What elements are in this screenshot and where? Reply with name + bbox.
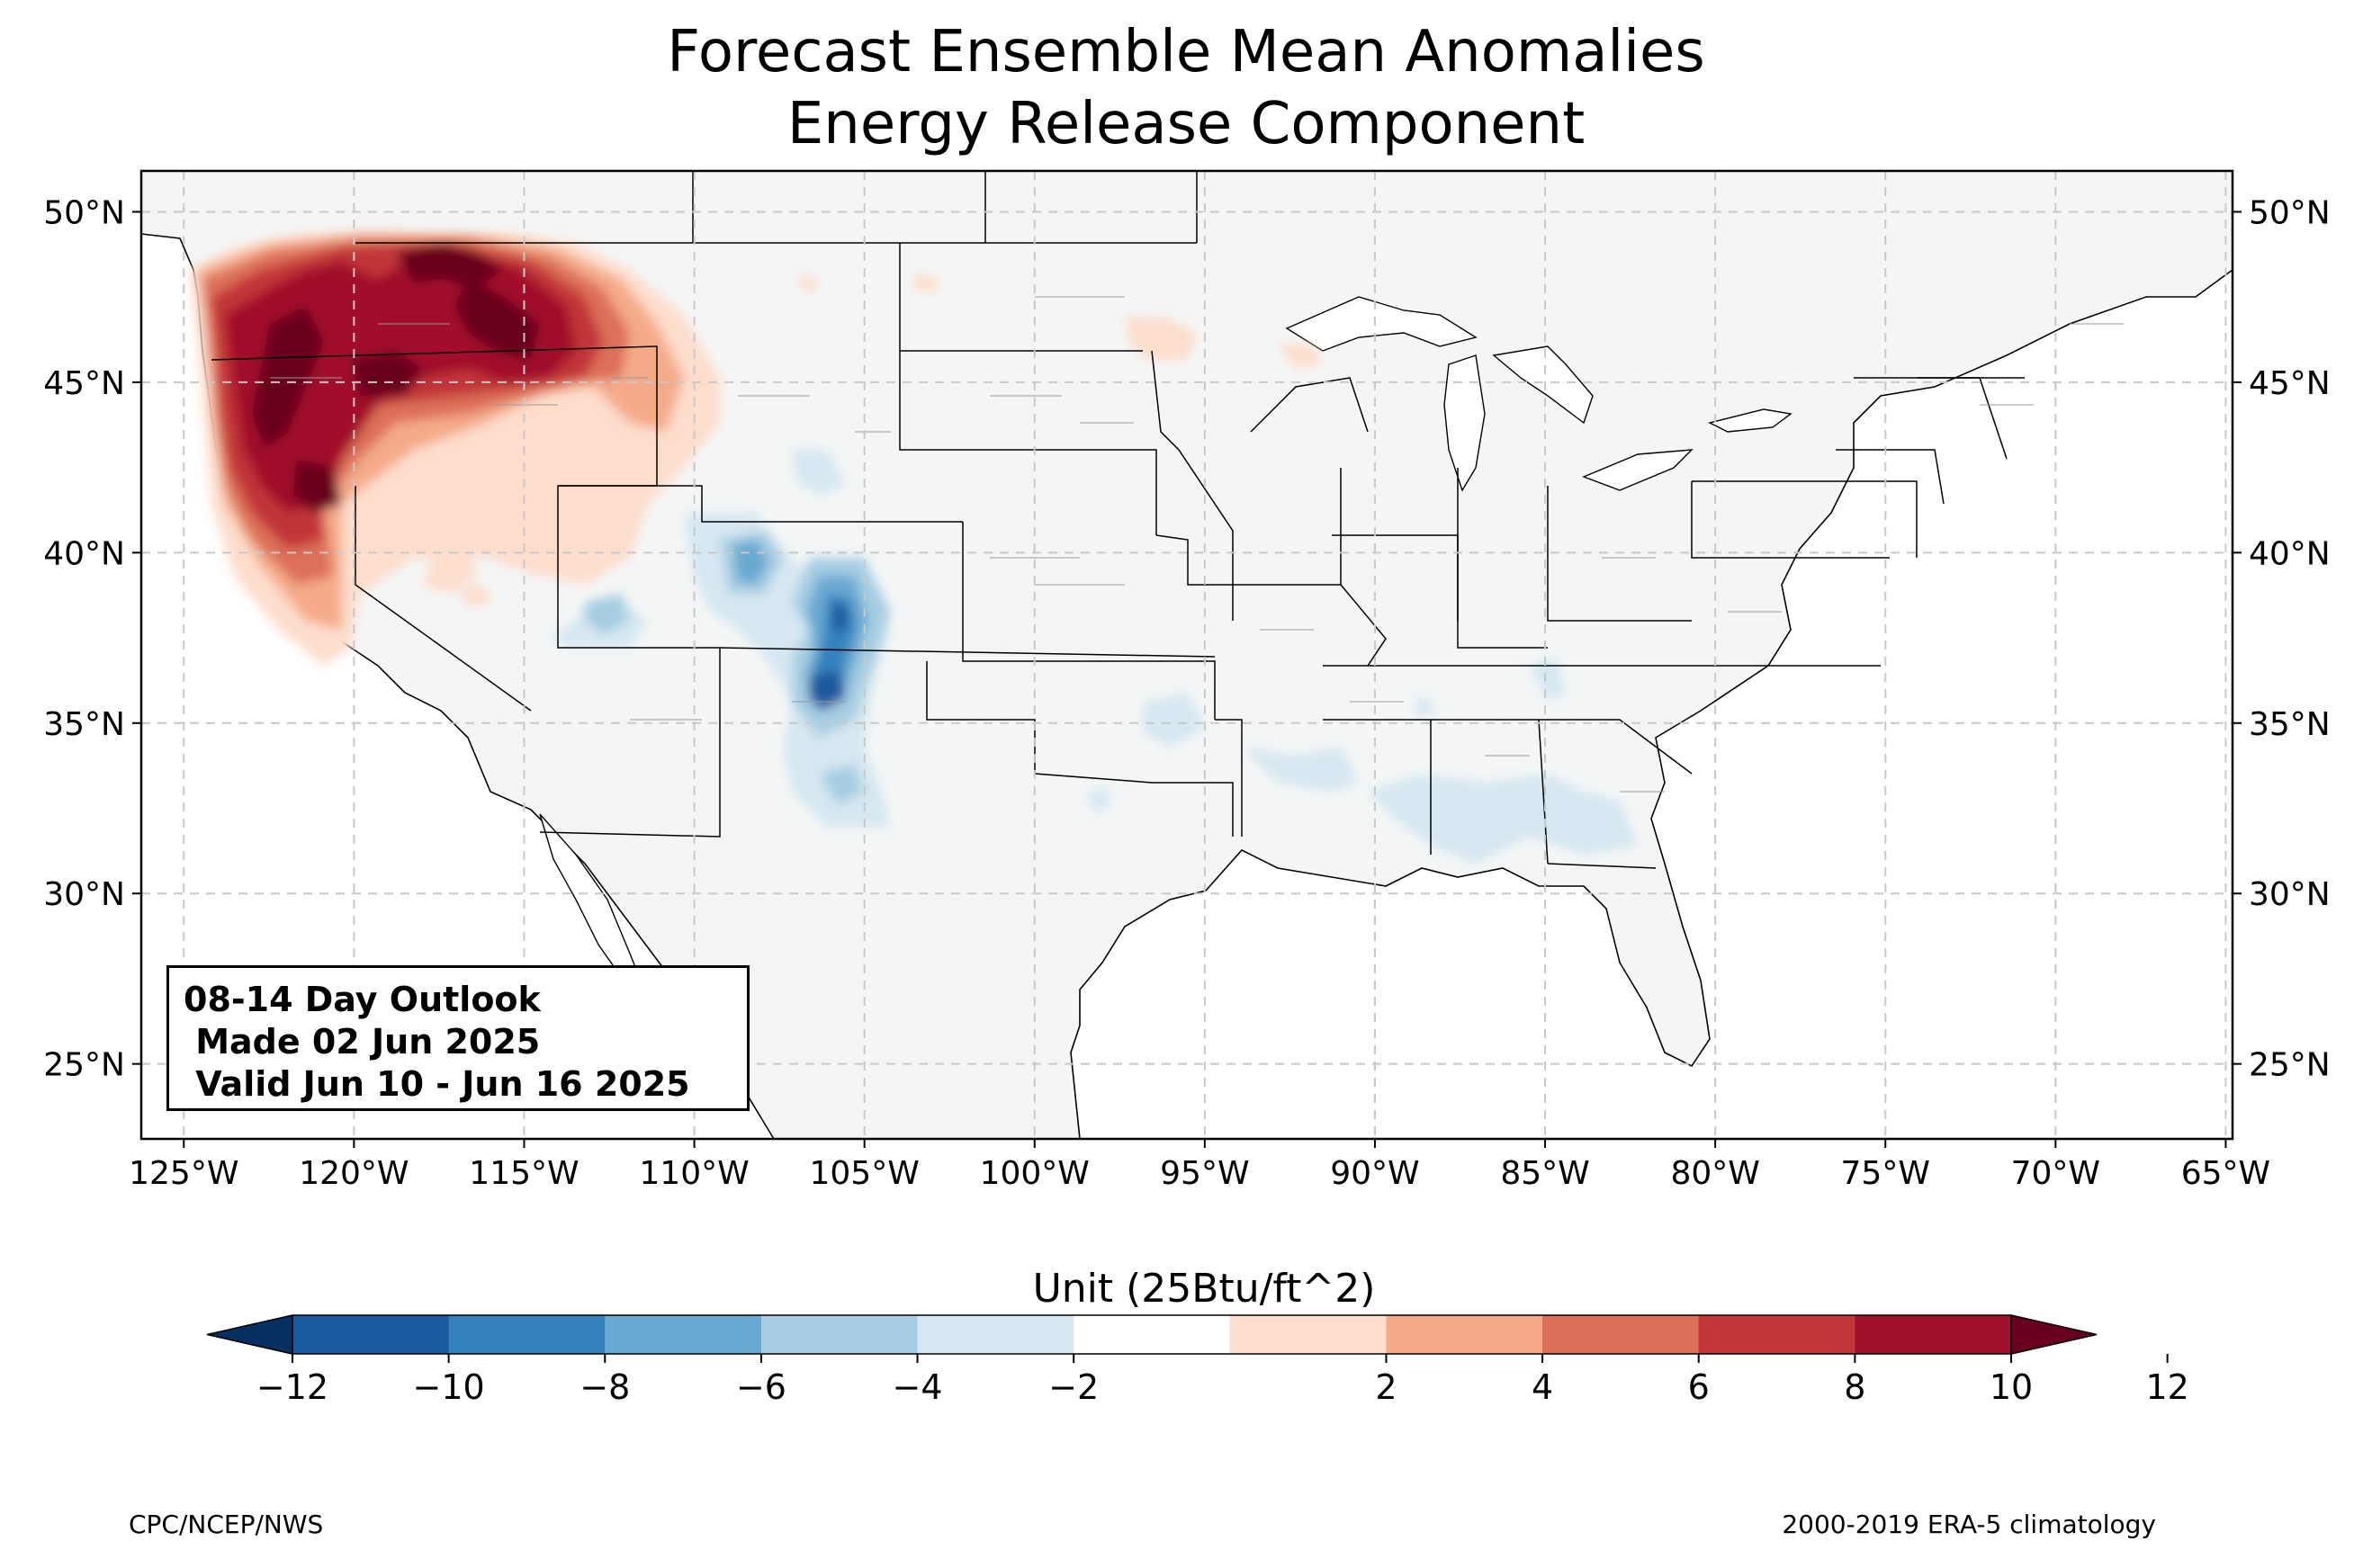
colorbar-tick-label: −4 [893,1367,943,1407]
lon-tick-label: 65°W [2181,1155,2270,1192]
map-axes: 125°W 120°W 115°W 110°W 105°W 100°W 95°W 90°W 85… [43,169,2331,1192]
colorbar-tick-label: −6 [736,1367,786,1407]
colorbar: −12 −10 −8 −6 −4 −2 2 4 6 8 10 12 [206,1314,2189,1407]
colorbar-tick-label: 6 [1688,1367,1710,1407]
lon-tick-label: 90°W [1330,1155,1419,1192]
colorbar-segment [1855,1315,2012,1354]
annotation-line-2: Made 02 Jun 2025 [184,1022,541,1062]
title-line-1: Forecast Ensemble Mean Anomalies [667,19,1705,85]
colorbar-segment [1229,1315,1387,1354]
colorbar-segment [448,1315,606,1354]
colorbar-tick-label: 2 [1375,1367,1397,1407]
colorbar-segment [1698,1315,1855,1354]
great-lakes [1285,296,1792,492]
colorbar-tick-label: −10 [413,1367,485,1407]
lon-tick-label: 80°W [1670,1155,1759,1192]
colorbar-under-arrow [206,1314,293,1355]
colorbar-segment [760,1315,919,1354]
credit-left: CPC/NCEP/NWS [129,1510,324,1539]
lat-tick-label-right: 50°N [2249,194,2331,231]
title-line-2: Energy Release Component [786,91,1586,157]
colorbar-segment [605,1315,762,1354]
colorbar-tick-label: 10 [1990,1367,2033,1407]
credit-right: 2000-2019 ERA-5 climatology [1782,1510,2156,1539]
lat-tick-label-right: 45°N [2249,365,2331,402]
colorbar-segment [1542,1315,1700,1354]
lat-tick-label-left: 25°N [43,1047,125,1084]
lon-tick-label: 75°W [1841,1155,1930,1192]
colorbar-segment [917,1315,1074,1354]
lat-tick-label-right: 40°N [2249,535,2331,572]
colorbar-tick-label: −2 [1048,1367,1099,1407]
colorbar-tick-label: −12 [256,1367,328,1407]
lon-tick-label: 120°W [299,1155,409,1192]
county-lines [270,296,2124,793]
annotation-line-3: Valid Jun 10 - Jun 16 2025 [184,1064,690,1104]
lon-tick-label: 95°W [1160,1155,1249,1192]
colorbar-frame [292,1314,2012,1355]
colorbar-segment [1074,1315,1231,1354]
colorbar-segment [292,1315,450,1354]
colorbar-tick-label: −8 [580,1367,630,1407]
lon-tick-label: 70°W [2011,1155,2100,1192]
lon-tick-label: 100°W [980,1155,1090,1192]
lon-tick-label: 85°W [1500,1155,1589,1192]
lon-tick-label: 110°W [639,1155,749,1192]
annotation-line-1: 08-14 Day Outlook [184,980,541,1019]
lon-tick-label: 115°W [469,1155,579,1192]
longitude-ticks: 125°W 120°W 115°W 110°W 105°W 100°W 95°W 90°W 85… [129,1139,2270,1192]
state-borders [211,171,2025,869]
colorbar-label: Unit (25Btu/ft^2) [1032,1266,1376,1312]
lat-tick-label-left: 45°N [43,365,125,402]
chart-title: Forecast Ensemble Mean Anomalies Energy … [0,16,2372,160]
colorbar-over-arrow [2010,1314,2098,1355]
lon-tick-label: 125°W [129,1155,238,1192]
lon-tick-label: 105°W [810,1155,920,1192]
colorbar-segment [1386,1315,1543,1354]
lat-tick-label-left: 30°N [43,876,125,913]
lat-tick-label-right: 30°N [2249,876,2331,913]
latitude-ticks: 25°N 25°N 30°N 30°N 35°N 35°N 40°N 40°N 45°N 45°N… [43,194,2331,1083]
lat-tick-label-left: 35°N [43,706,125,743]
colorbar-tick-label: 8 [1844,1367,1865,1407]
lat-tick-label-left: 40°N [43,535,125,572]
anomaly-contours [189,229,1638,864]
colorbar-tick-label: 12 [2145,1367,2188,1407]
lat-tick-label-left: 50°N [43,194,125,231]
outlook-annotation-box: 08-14 Day Outlook Made 02 Jun 2025 Valid… [166,965,750,1111]
lat-tick-label-right: 25°N [2249,1047,2331,1084]
map-frame [139,169,2234,1141]
lat-tick-label-right: 35°N [2249,706,2331,743]
colorbar-tick-label: 4 [1532,1367,1553,1407]
